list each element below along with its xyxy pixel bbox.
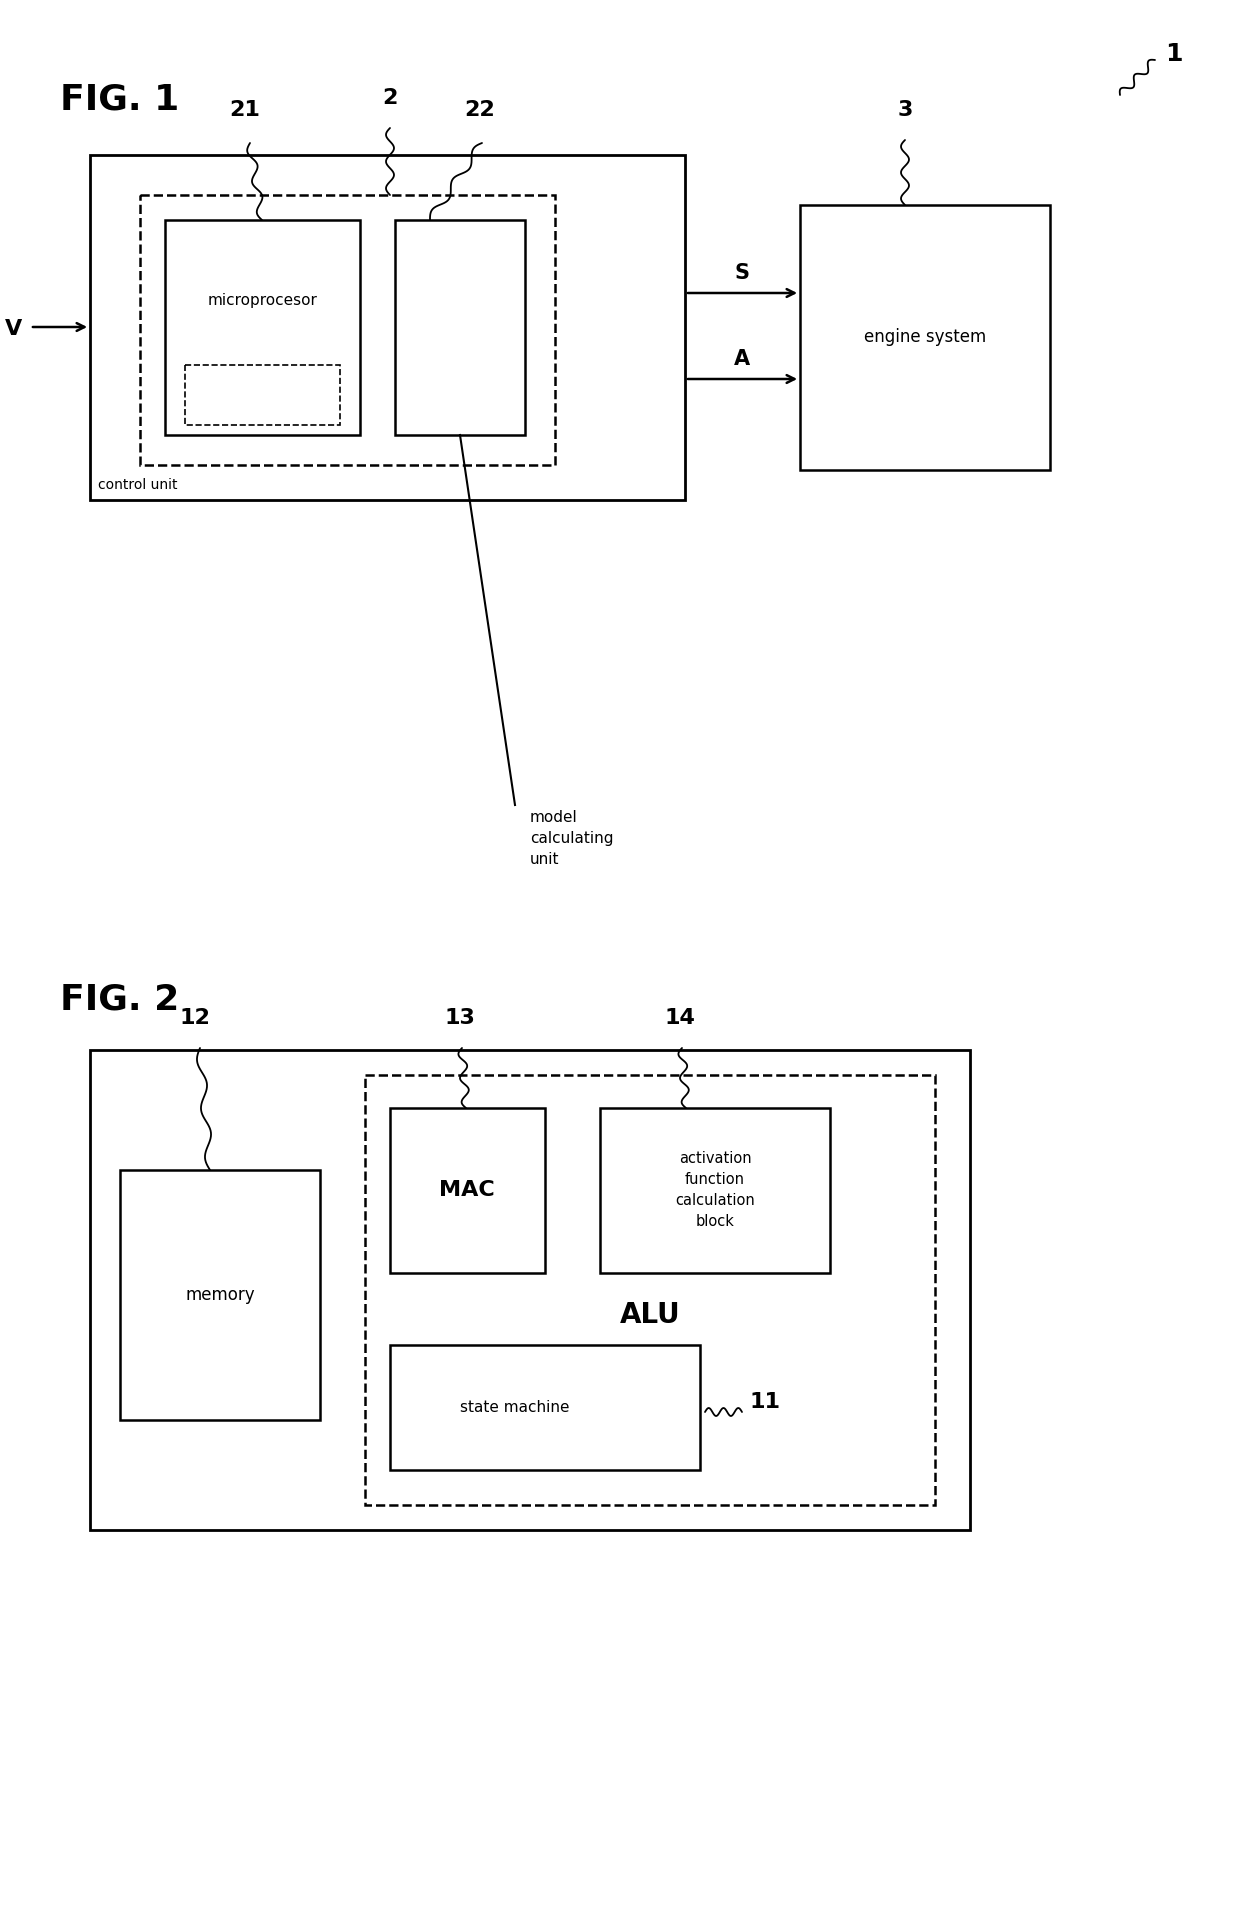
Text: 3: 3 — [898, 100, 913, 121]
Bar — [91, 1049, 970, 1531]
Text: V: V — [5, 318, 22, 339]
Text: S: S — [734, 263, 749, 284]
Text: 1: 1 — [1166, 42, 1183, 65]
Bar — [185, 364, 340, 426]
Bar — [140, 196, 556, 464]
Text: A: A — [734, 349, 750, 368]
Text: model
calculating
unit: model calculating unit — [529, 809, 614, 867]
Text: 14: 14 — [665, 1009, 696, 1028]
Bar — [120, 1170, 320, 1419]
Bar — [165, 221, 360, 435]
Text: engine system: engine system — [864, 328, 986, 347]
Text: activation
function
calculation
block: activation function calculation block — [675, 1151, 755, 1229]
Text: memory: memory — [185, 1285, 254, 1304]
Text: 13: 13 — [445, 1009, 475, 1028]
Text: 2: 2 — [382, 88, 398, 107]
Text: 11: 11 — [750, 1392, 781, 1412]
Text: 12: 12 — [180, 1009, 211, 1028]
Text: FIG. 2: FIG. 2 — [60, 982, 180, 1017]
Bar — [391, 1109, 546, 1274]
Bar — [396, 221, 525, 435]
Text: ALU: ALU — [620, 1300, 681, 1329]
Text: microprocesor: microprocesor — [207, 293, 317, 307]
Text: FIG. 1: FIG. 1 — [60, 82, 180, 115]
Text: state machine: state machine — [460, 1400, 569, 1414]
Text: control unit: control unit — [98, 478, 177, 493]
Text: MAC: MAC — [439, 1180, 495, 1201]
Bar — [365, 1074, 935, 1506]
Bar — [91, 155, 684, 501]
Text: 22: 22 — [465, 100, 495, 121]
Bar — [600, 1109, 830, 1274]
Bar — [800, 205, 1050, 470]
Text: 21: 21 — [229, 100, 260, 121]
Bar — [391, 1345, 701, 1469]
